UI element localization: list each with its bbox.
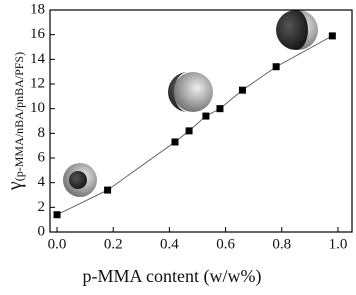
- y-tick-label: 18: [30, 1, 45, 17]
- x-tick-label: 0.6: [216, 236, 235, 252]
- plot-frame: [49, 9, 353, 233]
- x-tick-label: 0.2: [104, 236, 123, 252]
- y-axis-label: γ(p-MMA/nBA/pnBA/PFS): [4, 52, 26, 191]
- y-tick-label: 16: [30, 26, 46, 42]
- y-tick-label: 4: [38, 174, 46, 190]
- data-point: [216, 105, 224, 113]
- data-point: [53, 211, 61, 219]
- particle-icon: [63, 163, 97, 197]
- y-tick-label: 0: [38, 223, 46, 239]
- data-point: [185, 127, 193, 135]
- y-tick-label: 10: [30, 100, 45, 116]
- data-point: [238, 86, 246, 94]
- y-axis-subscript: (p-MMA/nBA/pnBA/PFS): [12, 52, 26, 181]
- y-tick-label: 6: [38, 149, 46, 165]
- x-tick-label: 0.0: [48, 236, 67, 252]
- y-tick-label: 2: [38, 199, 46, 215]
- particle-icon: [276, 10, 318, 50]
- y-tick-label: 8: [38, 125, 46, 141]
- x-tick-label: 0.8: [272, 236, 291, 252]
- x-tick-label: 0.4: [160, 236, 179, 252]
- x-axis-label: p-MMA content (w/w%): [83, 266, 262, 287]
- data-line: [56, 35, 333, 216]
- y-axis-symbol: γ: [4, 181, 26, 191]
- particle-icon: [168, 72, 213, 112]
- data-point: [328, 32, 336, 40]
- data-point: [272, 63, 280, 71]
- data-point: [171, 138, 179, 146]
- data-point: [202, 112, 210, 120]
- x-tick-label: 1.0: [329, 236, 348, 252]
- y-tick-label: 14: [30, 51, 46, 67]
- y-tick-label: 12: [30, 75, 45, 91]
- data-point: [104, 186, 112, 194]
